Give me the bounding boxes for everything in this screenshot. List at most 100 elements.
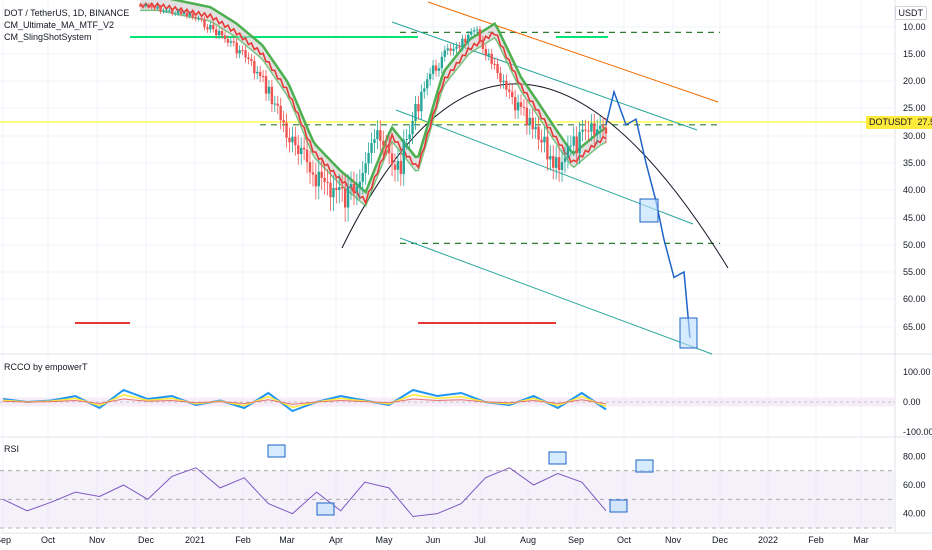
candle-body <box>508 89 511 92</box>
rsi-pane[interactable] <box>0 444 895 529</box>
candle-body <box>320 171 323 178</box>
candle-body <box>165 10 168 12</box>
candle-body <box>244 50 247 58</box>
ma-band-upper-line <box>169 0 607 195</box>
candle-body <box>203 19 206 28</box>
candle-body <box>326 181 329 183</box>
candle-body <box>361 172 364 182</box>
candle-body <box>443 50 447 57</box>
candle-body <box>171 10 174 14</box>
candle-body <box>168 10 171 12</box>
candle-body <box>376 130 379 140</box>
candle-body <box>522 106 526 108</box>
candle-body <box>552 156 555 168</box>
price-pane[interactable] <box>0 0 895 355</box>
candle-body <box>173 13 177 15</box>
candle-body <box>267 86 271 94</box>
candle-body <box>138 5 142 7</box>
candle-body <box>247 57 250 60</box>
rcco-pane[interactable] <box>0 388 895 413</box>
candle-body <box>232 41 235 43</box>
candle-body <box>578 131 581 154</box>
indicator-slingshot-label[interactable]: CM_SlingShotSystem <box>4 32 92 42</box>
ma-band-fill <box>140 0 606 207</box>
currency-button[interactable]: USDT <box>894 6 927 20</box>
chart-legend: DOT / TetherUS, 1D, BINANCE CM_Ultimate_… <box>4 7 129 43</box>
candle-body <box>604 127 608 134</box>
candle-body <box>423 88 426 92</box>
rsi-line <box>2 467 607 518</box>
candle-body <box>417 103 420 112</box>
candle-body <box>352 184 356 192</box>
time-tick-label: Mar <box>853 535 869 545</box>
candle-body <box>598 125 602 130</box>
candle-body <box>428 73 432 80</box>
candle-body <box>238 50 241 54</box>
candle-body <box>276 103 279 106</box>
candle-body <box>370 142 373 153</box>
candle-body <box>379 130 382 141</box>
price-tag-value: 27.59 <box>917 117 932 127</box>
time-axis[interactable]: Sep Oct Nov Dec 2021 Feb Mar Apr May Jun Jul Aug Sep… <box>0 535 869 545</box>
candle-body <box>382 140 385 146</box>
candle-body <box>188 13 192 17</box>
candle-body <box>229 41 233 43</box>
indicator-ma-label[interactable]: CM_Ultimate_MA_MTF_V2 <box>4 20 115 30</box>
price-tick-label: 50.00 <box>903 240 926 250</box>
rcco-pane-title[interactable]: RCCO by empowerT <box>4 362 88 372</box>
candle-body <box>185 13 189 17</box>
candle-body <box>469 31 473 35</box>
candle-body <box>426 79 429 89</box>
time-tick-label: Apr <box>329 535 343 545</box>
candle-body <box>434 65 438 71</box>
candle-body <box>437 68 441 71</box>
candle-body <box>487 53 490 56</box>
candle-body <box>513 97 517 111</box>
candle-body <box>449 48 452 51</box>
resistance-trend-line <box>427 1 719 103</box>
candle-body <box>440 56 444 69</box>
rsi-tick-label: 40.00 <box>903 509 926 519</box>
candle-body <box>270 86 274 105</box>
candle-body <box>540 139 543 143</box>
time-tick-label: Sep <box>568 535 584 545</box>
candle-body <box>261 76 265 78</box>
candle-body <box>206 27 209 30</box>
time-tick-label: Dec <box>138 535 155 545</box>
rcco-line <box>2 388 607 413</box>
price-tick-label: 30.00 <box>903 131 926 141</box>
price-tag-symbol: DOTUSDT <box>869 117 913 127</box>
candle-body <box>481 39 485 50</box>
rsi-highlight-box <box>316 502 335 516</box>
candle-body <box>253 60 256 74</box>
candle-body <box>217 30 221 36</box>
price-axis[interactable]: 10.00 15.00 20.00 25.00 30.00 35.00 40.00 45.00… <box>903 22 926 332</box>
candle-body <box>358 181 362 187</box>
candle-body <box>250 59 253 61</box>
candle-body <box>431 65 435 74</box>
candle-body <box>467 34 470 43</box>
candle-body <box>288 137 291 143</box>
price-tag: DOTUSDT 27.59 <box>866 116 932 129</box>
rcco-zone-band <box>0 397 895 407</box>
candle-body <box>590 123 593 132</box>
candle-body <box>475 29 479 31</box>
rcco-axis: 100.00 0.00 -100.00 <box>903 367 932 437</box>
candle-body <box>458 46 461 48</box>
candle-body <box>399 160 403 174</box>
rsi-pane-title[interactable]: RSI <box>4 444 20 454</box>
candle-body <box>197 18 200 20</box>
candle-body <box>305 149 309 163</box>
symbol-title[interactable]: DOT / TetherUS, 1D, BINANCE <box>4 8 130 18</box>
price-tick-label: 65.00 <box>903 322 926 332</box>
channel-lower-line <box>399 237 713 355</box>
candle-body <box>364 163 367 173</box>
candle-body <box>411 120 414 135</box>
candle-body <box>408 134 411 140</box>
time-tick-label: Aug <box>520 535 536 545</box>
candle-body <box>511 91 514 98</box>
price-tick-label: 55.00 <box>903 267 926 277</box>
time-tick-label: Dec <box>712 535 729 545</box>
candle-body <box>367 152 370 164</box>
